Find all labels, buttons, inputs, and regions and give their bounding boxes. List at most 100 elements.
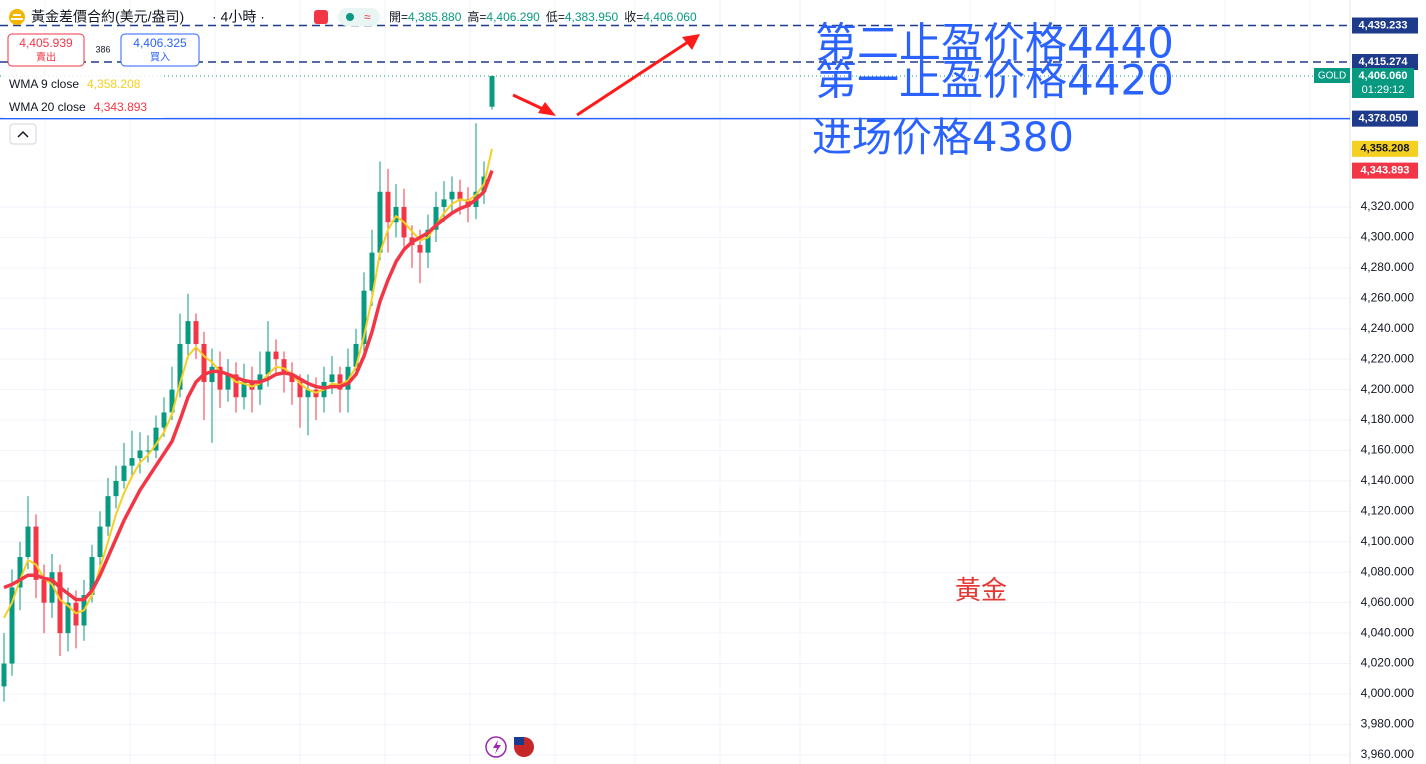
collapse-button[interactable] xyxy=(9,123,37,145)
candle-body xyxy=(105,496,111,527)
y-tick-label: 4,160.000 xyxy=(1361,443,1415,457)
candle-body xyxy=(9,587,15,664)
flag-us-canton xyxy=(514,737,524,745)
wma-line xyxy=(3,148,493,619)
candle-body xyxy=(353,343,359,367)
candle-body xyxy=(273,351,279,360)
price-tag-label: 4,378.050 xyxy=(1359,113,1408,125)
candle-body xyxy=(433,206,439,230)
legend-bg xyxy=(4,75,164,95)
sell-button[interactable] xyxy=(7,33,85,67)
candle-body xyxy=(89,557,95,596)
ohlc-value: 4,406.290 xyxy=(486,10,540,24)
symbol: 黃金差價合約(美元/盎司) xyxy=(31,9,184,25)
candle-body xyxy=(233,374,239,398)
ohlc-value: 4,385.880 xyxy=(408,10,462,24)
spread: 386 xyxy=(95,44,110,54)
candle-body xyxy=(449,191,455,200)
vertical-grid xyxy=(44,0,1311,764)
y-tick-label: 4,100.000 xyxy=(1361,534,1415,548)
y-tick-label: 4,040.000 xyxy=(1361,625,1415,639)
ohlc-label: 收= xyxy=(624,10,643,24)
candle-body xyxy=(369,252,375,291)
buy-button[interactable] xyxy=(120,33,200,67)
candle-body xyxy=(201,343,207,382)
candle-body xyxy=(441,199,447,207)
ohlc: 開= 4,385.880 高= 4,406.290 低= 4,383.950 收= 4,406… xyxy=(389,9,697,24)
y-tick-label: 4,140.000 xyxy=(1361,473,1415,487)
candle-body xyxy=(281,359,287,375)
candle-body xyxy=(489,76,495,107)
candle-body xyxy=(265,351,271,375)
candle-body xyxy=(113,480,119,497)
candle-body xyxy=(361,290,367,344)
candle-body xyxy=(169,389,175,413)
price-tag xyxy=(1352,53,1418,70)
wma-line xyxy=(3,169,494,602)
candle-body xyxy=(161,412,167,428)
buy-price: 4,406.325 xyxy=(133,36,187,50)
wma-tag-label: 4,358.208 xyxy=(1361,143,1410,155)
annotation: 黃金 xyxy=(955,576,1007,606)
candle-body xyxy=(225,374,231,390)
symbol-tag xyxy=(1314,68,1350,84)
y-tick-label: 4,220.000 xyxy=(1361,351,1415,365)
y-tick-label: 4,120.000 xyxy=(1361,504,1415,518)
wma-tag-label: 4,343.893 xyxy=(1361,165,1410,177)
price-tag-label: 4,415.274 xyxy=(1359,56,1409,68)
sell-price: 4,405.939 xyxy=(19,36,73,50)
candle-body xyxy=(465,199,471,207)
annotation: 第二止盈价格4440 xyxy=(815,19,1174,68)
symbol-icon-mark xyxy=(11,14,23,20)
countdown: 01:29:12 xyxy=(1362,84,1405,96)
y-tick-label: 4,020.000 xyxy=(1361,656,1415,670)
y-tick-label: 4,300.000 xyxy=(1361,230,1415,244)
y-tick-label: 4,240.000 xyxy=(1361,321,1415,335)
status-wave: ≈ xyxy=(364,10,371,24)
ohlc-label: 高= xyxy=(467,9,486,24)
symbol-icon xyxy=(9,9,25,25)
candle-body xyxy=(217,366,223,390)
candle-body xyxy=(241,382,247,398)
y-tick-label: 4,320.000 xyxy=(1361,199,1415,213)
candle-body xyxy=(193,321,199,344)
ohlc-value: 4,406.060 xyxy=(643,10,697,24)
candle-body xyxy=(337,374,343,390)
plot xyxy=(0,24,1350,702)
sell-label: 賣出 xyxy=(36,51,56,64)
flag-icon[interactable] xyxy=(314,10,328,24)
status-pill[interactable] xyxy=(338,8,380,26)
candle-body xyxy=(185,321,191,344)
candle-body xyxy=(1,663,7,687)
candle-body xyxy=(121,465,127,481)
candle-body xyxy=(209,366,215,382)
candle-body xyxy=(153,427,159,451)
candle-body xyxy=(49,572,55,603)
candle-body xyxy=(17,557,23,588)
annotation: 进场价格4380 xyxy=(812,115,1074,161)
collapse-icon xyxy=(17,130,29,138)
price-tag-label: 4,406.060 xyxy=(1359,70,1408,82)
candle-body xyxy=(57,572,63,634)
price-tag xyxy=(1352,110,1418,127)
candle-body xyxy=(65,602,71,634)
y-tick-label: 4,280.000 xyxy=(1361,260,1415,274)
candle-body xyxy=(137,450,143,459)
y-tick-label: 3,980.000 xyxy=(1361,717,1415,731)
legend-bg xyxy=(4,98,164,118)
candle-body xyxy=(33,526,39,580)
ohlc-label: 開= xyxy=(389,10,408,24)
y-tick-label: 4,060.000 xyxy=(1361,595,1415,609)
wma-tag xyxy=(1352,140,1418,157)
candle-body xyxy=(385,191,391,223)
lightning-mark xyxy=(493,740,501,754)
annotation: 第一止盈价格4420 xyxy=(815,56,1174,105)
legend-value: 4,343.893 xyxy=(94,100,148,114)
candle-body xyxy=(377,191,383,253)
candle-body xyxy=(297,382,303,398)
y-tick-label: 4,000.000 xyxy=(1361,686,1415,700)
price-tag xyxy=(1352,68,1414,99)
